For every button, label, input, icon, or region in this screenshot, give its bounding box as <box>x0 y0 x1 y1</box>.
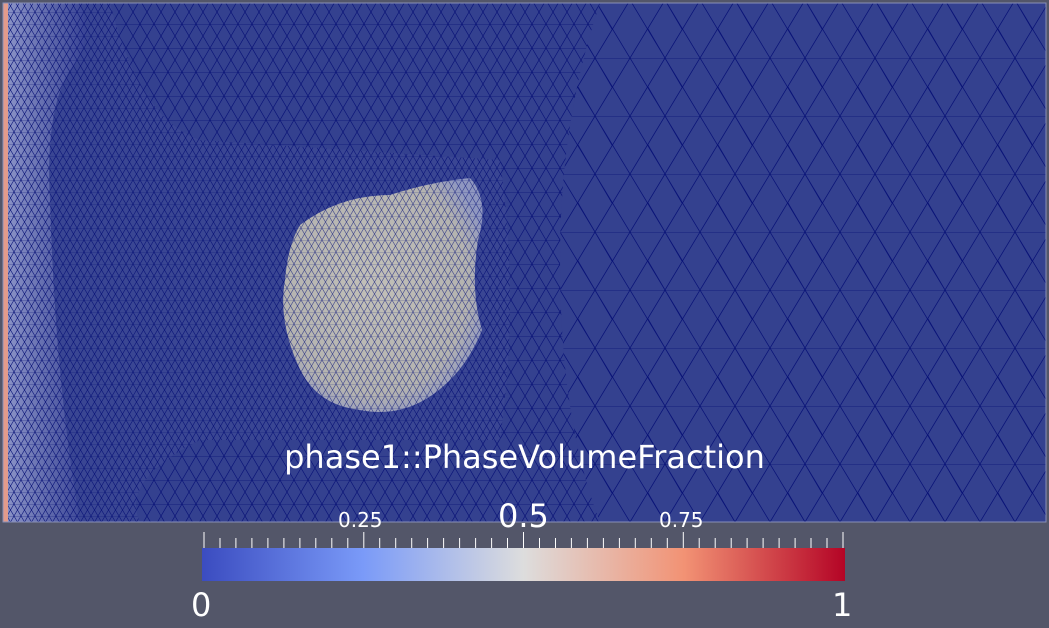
color-bar <box>202 532 845 581</box>
color-bar-ticks <box>203 532 844 548</box>
color-bar-min-label: 0 <box>191 586 212 624</box>
color-bar-gradient <box>202 548 845 581</box>
wall-strip <box>3 3 8 522</box>
tick-label-0-25: 0.25 <box>338 508 383 532</box>
tick-label-0-5: 0.5 <box>498 497 549 535</box>
mesh-domain <box>3 3 1046 522</box>
tick-label-0-75: 0.75 <box>659 508 704 532</box>
color-bar-max-label: 1 <box>832 586 853 624</box>
color-bar-title: phase1::PhaseVolumeFraction <box>284 438 765 476</box>
